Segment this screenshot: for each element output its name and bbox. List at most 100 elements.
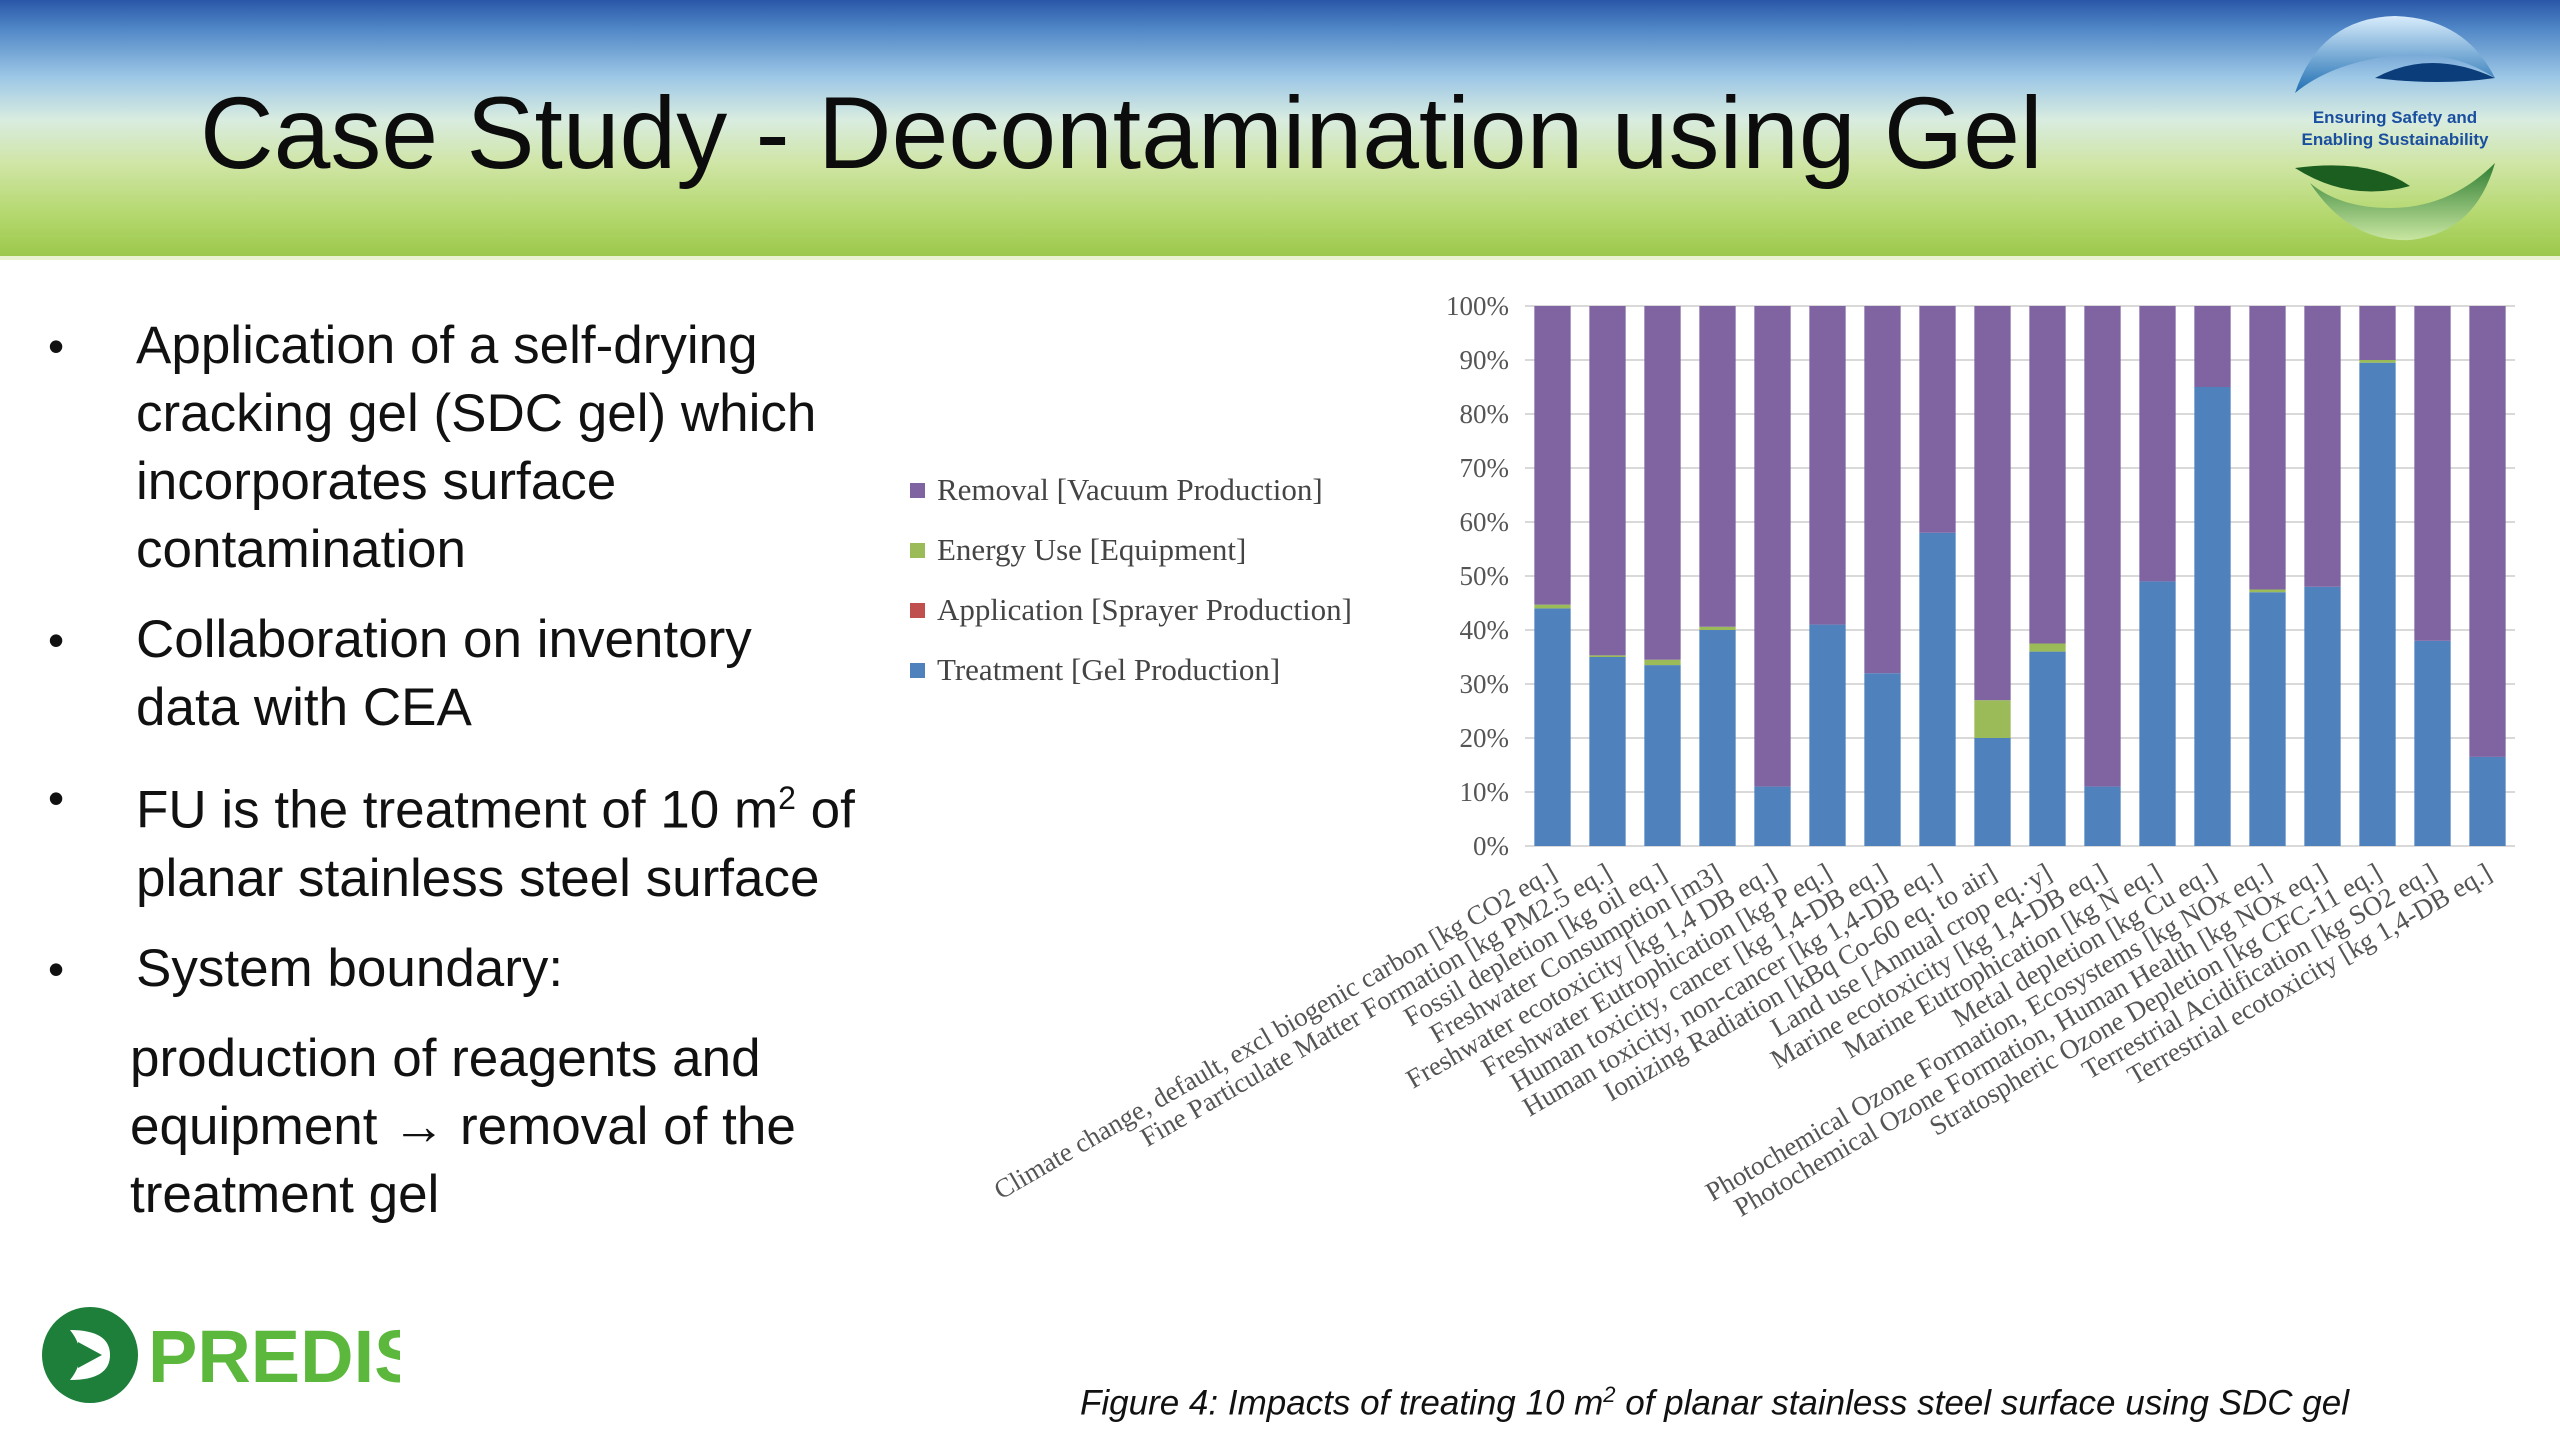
bar-segment-treatment bbox=[1864, 673, 1901, 846]
chart-legend: Removal [Vacuum Production] Energy Use [… bbox=[910, 460, 1352, 700]
bar-segment-treatment bbox=[2139, 581, 2176, 846]
y-tick-label: 20% bbox=[1460, 723, 1510, 753]
superscript: 2 bbox=[778, 780, 796, 816]
bar-segment-energy bbox=[1534, 604, 1571, 609]
bullet-dot: • bbox=[48, 772, 65, 824]
bar-segment-energy bbox=[1589, 655, 1626, 657]
bar-segment-energy bbox=[2029, 643, 2066, 652]
bar-segment-removal bbox=[2194, 306, 2231, 387]
bar-segment-treatment bbox=[2029, 651, 2066, 846]
predis-logo-text: PREDIS bbox=[148, 1315, 400, 1398]
legend-swatch bbox=[910, 482, 925, 498]
safety-sustainability-logo: Ensuring Safety and Enabling Sustainabil… bbox=[2295, 16, 2495, 241]
bar-segment-removal bbox=[2249, 306, 2286, 590]
arrow-icon: → bbox=[392, 1096, 446, 1156]
bar-segment-removal bbox=[1699, 306, 1736, 627]
legend-item-application: Application [Sprayer Production] bbox=[910, 580, 1352, 640]
bar-segment-removal bbox=[2469, 306, 2506, 757]
bullet-text-before: FU is the treatment of 10 m bbox=[136, 780, 779, 840]
y-tick-label: 50% bbox=[1460, 561, 1510, 591]
y-tick-label: 100% bbox=[1446, 291, 1509, 321]
bar-segment-removal bbox=[1919, 306, 1956, 533]
y-tick-label: 60% bbox=[1460, 507, 1510, 537]
legend-swatch bbox=[910, 542, 925, 558]
bar-segment-removal bbox=[2359, 306, 2396, 360]
logo-green-arc bbox=[2310, 163, 2495, 241]
y-tick-label: 70% bbox=[1460, 453, 1510, 483]
bar-segment-removal bbox=[2304, 306, 2341, 587]
bullet-item: • Application of a self-drying cracking … bbox=[48, 312, 868, 584]
detail-text-before: production of reagents and equipment bbox=[130, 1028, 761, 1156]
bar-segment-removal bbox=[1534, 306, 1571, 605]
logo-text-line2: Enabling Sustainability bbox=[2301, 130, 2489, 149]
bullet-list: • Application of a self-drying cracking … bbox=[48, 312, 868, 1229]
legend-item-treatment: Treatment [Gel Production] bbox=[910, 640, 1352, 700]
bar-segment-treatment bbox=[2084, 786, 2121, 846]
bar-segment-treatment bbox=[1534, 608, 1571, 846]
bullet-item: • FU is the treatment of 10 m2 of planar… bbox=[48, 764, 868, 913]
legend-label: Energy Use [Equipment] bbox=[937, 532, 1247, 567]
logo-dark-leaf bbox=[2375, 63, 2495, 82]
legend-item-removal: Removal [Vacuum Production] bbox=[910, 460, 1352, 520]
caption-superscript: 2 bbox=[1603, 1382, 1616, 1407]
bar-segment-treatment bbox=[1974, 738, 2011, 846]
bar-segment-treatment bbox=[1644, 665, 1681, 846]
bar-segment-removal bbox=[1864, 306, 1901, 674]
legend-swatch bbox=[910, 602, 925, 618]
logo-blue-arc bbox=[2295, 16, 2495, 93]
bar-segment-treatment bbox=[2414, 640, 2451, 846]
y-tick-label: 80% bbox=[1460, 399, 1510, 429]
bullet-text: Collaboration on inventory data with CEA bbox=[136, 610, 752, 737]
header-banner bbox=[0, 0, 2560, 260]
bar-segment-energy bbox=[1644, 659, 1681, 666]
bar-segment-treatment bbox=[2359, 362, 2396, 846]
legend-label: Removal [Vacuum Production] bbox=[937, 472, 1323, 507]
detail-text-after: removal of the treatment gel bbox=[130, 1096, 796, 1224]
slide-title: Case Study - Decontamination using Gel bbox=[200, 76, 2043, 190]
y-tick-label: 90% bbox=[1460, 345, 1510, 375]
predis-logo-play bbox=[78, 1342, 102, 1368]
bullet-text: System boundary: bbox=[136, 938, 564, 998]
bar-segment-treatment bbox=[2469, 756, 2506, 846]
legend-item-energy: Energy Use [Equipment] bbox=[910, 520, 1352, 580]
bar-segment-removal bbox=[1754, 306, 1791, 787]
bar-segment-removal bbox=[2084, 306, 2121, 787]
bar-segment-removal bbox=[1589, 306, 1626, 656]
bar-segment-energy bbox=[2359, 360, 2396, 363]
bar-segment-removal bbox=[2414, 306, 2451, 641]
bar-segment-treatment bbox=[1809, 624, 1846, 846]
bullet-dot: • bbox=[48, 614, 65, 666]
figure-caption: Figure 4: Impacts of treating 10 m2 of p… bbox=[1080, 1382, 2349, 1424]
bar-segment-treatment bbox=[2249, 592, 2286, 846]
legend-swatch bbox=[910, 662, 925, 678]
logo-text-line1: Ensuring Safety and bbox=[2313, 108, 2477, 127]
logo-green-leaf bbox=[2295, 165, 2410, 192]
bar-segment-energy bbox=[2249, 589, 2286, 593]
y-tick-label: 10% bbox=[1460, 777, 1510, 807]
bullet-dot: • bbox=[48, 320, 65, 372]
y-tick-label: 30% bbox=[1460, 669, 1510, 699]
bullet-text-after: of planar stainless steel surface bbox=[136, 780, 855, 908]
bullet-item: • System boundary: bbox=[48, 935, 868, 1003]
system-boundary-detail: production of reagents and equipment → r… bbox=[48, 1025, 868, 1229]
bar-segment-treatment bbox=[1699, 630, 1736, 846]
bar-segment-removal bbox=[2029, 306, 2066, 644]
bar-segment-treatment bbox=[1919, 532, 1956, 846]
bar-segment-removal bbox=[1644, 306, 1681, 660]
bar-segment-treatment bbox=[2194, 387, 2231, 846]
legend-label: Application [Sprayer Production] bbox=[937, 592, 1352, 627]
bar-segment-energy bbox=[1699, 626, 1736, 630]
bullet-item: • Collaboration on inventory data with C… bbox=[48, 606, 868, 742]
bullet-dot: • bbox=[48, 942, 65, 995]
y-tick-label: 40% bbox=[1460, 615, 1510, 645]
bar-segment-treatment bbox=[1754, 786, 1791, 846]
bullet-text: Application of a self-drying cracking ge… bbox=[136, 316, 817, 579]
bar-segment-treatment bbox=[2304, 586, 2341, 846]
bar-segment-removal bbox=[1974, 306, 2011, 701]
caption-text-before: Figure 4: Impacts of treating 10 m bbox=[1080, 1383, 1604, 1423]
caption-text-after: of planar stainless steel surface using … bbox=[1615, 1383, 2349, 1423]
bar-segment-removal bbox=[2139, 306, 2176, 582]
y-tick-label: 0% bbox=[1473, 831, 1509, 861]
bar-segment-treatment bbox=[1589, 657, 1626, 846]
